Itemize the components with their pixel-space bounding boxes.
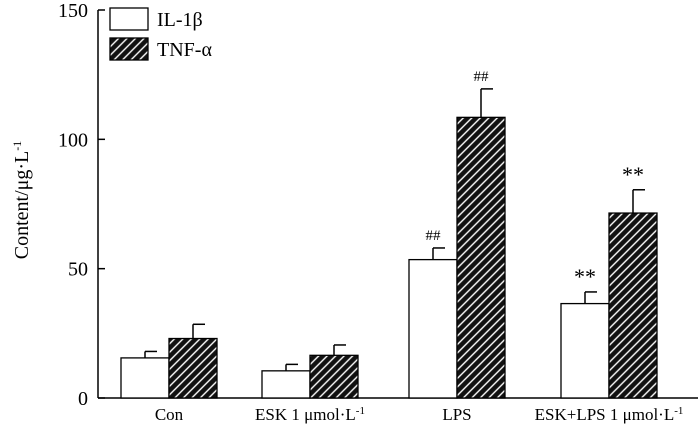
y-tick-label: 100 [58,129,88,151]
y-tick-label: 0 [78,388,88,410]
x-category-label: ESK 1 μmol·L-1 [255,405,365,424]
x-category-label: Con [155,405,184,424]
bar-il1b-0 [120,357,170,399]
significance-annotation: ** [574,264,596,289]
x-category-label: LPS [442,405,471,424]
bar-tnfa-2 [456,116,506,399]
bar-tnfa-0 [168,337,218,399]
legend-swatch-il1b [109,7,149,31]
significance-annotation: ** [622,162,644,187]
bar-il1b-3 [560,302,610,399]
y-axis-label: Content/μg·L-1 [10,141,33,260]
significance-annotation: ## [474,69,490,85]
legend-swatch-tnfa [109,37,149,61]
y-tick-label: 150 [58,0,88,22]
legend-label: TNF-α [157,39,212,61]
x-category-label: ESK+LPS 1 μmol·L-1 [535,405,684,424]
significance-annotation: ## [426,228,442,244]
bar-il1b-2 [408,258,458,399]
bar-tnfa-1 [309,354,359,399]
bar-il1b-1 [261,370,311,399]
bar-tnfa-3 [608,212,658,399]
y-tick-label: 50 [68,259,88,281]
legend-label: IL-1β [157,9,203,31]
